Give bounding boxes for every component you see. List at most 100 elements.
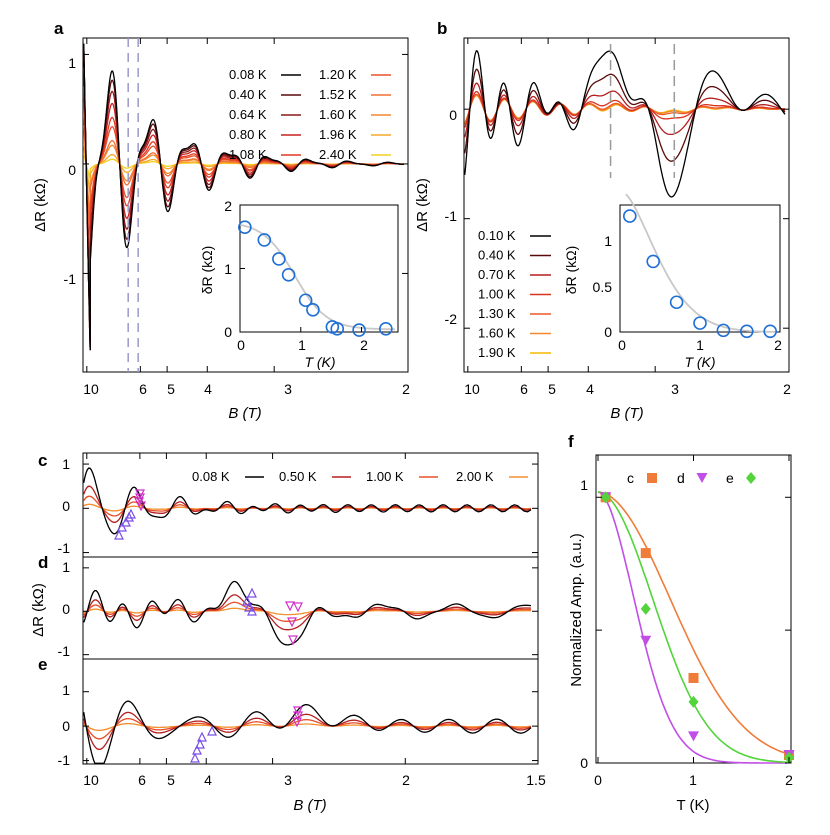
panel-f-frame <box>595 454 792 764</box>
b-ytick-neg1: -1 <box>445 208 458 224</box>
b-series-line-070K <box>464 82 786 138</box>
d-ytick-0: 0 <box>62 601 70 617</box>
panel-cde-legend: 0.08 K 0.50 K 1.00 K 2.00 K <box>192 469 528 484</box>
e-marker-up-0 <box>190 752 200 763</box>
e-ytick-0: 0 <box>62 718 70 734</box>
b-series-line-130K <box>464 93 786 125</box>
f-fit-line-c <box>597 491 788 755</box>
b-legend-label-0: 0.10 K <box>478 228 516 243</box>
panel-a-inset: 2 1 0 0 1 2 T (K) δR (kΩ) <box>199 198 399 370</box>
b-xtick-6: 6 <box>520 381 528 397</box>
c-ytick-neg1: -1 <box>58 540 71 556</box>
cde-ylabel: ΔR (kΩ) <box>30 583 47 637</box>
a-inset-frame <box>239 204 399 333</box>
b-series-line-040K <box>464 68 786 162</box>
a-inset-ytick-0: 0 <box>224 324 232 340</box>
a-xlabel: B (T) <box>228 405 261 422</box>
panel-letter-f: f <box>568 432 574 451</box>
panel-b-inset: 1 0.5 0 0 1 2 T (K) δR (kΩ) <box>563 193 782 370</box>
a-inset-point-3 <box>281 268 296 282</box>
b-inset-frame <box>619 204 781 333</box>
c-ytick-0: 0 <box>62 498 70 514</box>
f-fit-line-e <box>597 491 788 764</box>
e-series-line-050K <box>83 711 532 751</box>
f-xlabel: T (K) <box>676 797 709 814</box>
c-series-line-100K <box>83 495 532 517</box>
b-xtick-3: 3 <box>671 381 679 397</box>
b-ytick-0: 0 <box>449 107 457 123</box>
c-marker-up-0 <box>114 529 124 540</box>
a-xtick-5: 5 <box>167 381 175 397</box>
b-inset-ytick-0: 0 <box>604 324 612 340</box>
b-inset-xtick-0: 0 <box>618 337 626 353</box>
e-marker-down-2 <box>292 717 302 728</box>
f-fit-line-d <box>597 491 788 764</box>
f-point-d-1 <box>640 635 652 646</box>
b-series-line-100K <box>464 90 786 128</box>
a-xtick-2: 2 <box>402 381 410 397</box>
panel-letter-e: e <box>38 655 47 674</box>
b-inset-point-3 <box>693 316 707 330</box>
a-inset-point-2 <box>272 252 286 266</box>
b-xtick-4: 4 <box>586 381 594 397</box>
b-inset-point-4 <box>716 323 731 338</box>
f-legend-marker-c <box>647 473 657 483</box>
a-inset-point-9 <box>379 322 393 336</box>
b-inset-ytick-1: 1 <box>604 233 612 249</box>
b-legend-label-5: 1.60 K <box>478 326 516 341</box>
c-marker-up-2 <box>121 516 131 527</box>
c-ytick-1: 1 <box>62 456 70 472</box>
a-legend-label-3: 1.52 K <box>319 87 357 102</box>
panel-letter-b: b <box>437 19 447 38</box>
panel-letter-d: d <box>38 553 48 572</box>
b-legend-label-6: 1.90 K <box>478 345 516 360</box>
b-inset-fit-line <box>625 193 776 333</box>
f-ytick-1: 1 <box>580 477 588 493</box>
cde-xtick-10: 10 <box>83 772 99 788</box>
b-inset-xlabel: T (K) <box>684 354 715 370</box>
a-inset-point-0 <box>238 220 252 235</box>
f-legend-label-e: e <box>726 470 734 486</box>
f-xtick-1: 1 <box>689 772 697 788</box>
d-marker-down-0 <box>285 601 295 612</box>
f-point-e-1 <box>640 602 651 615</box>
a-inset-plot <box>238 204 396 337</box>
panel-a-dashed-lines <box>127 38 139 372</box>
cde-legend-label-2: 1.00 K <box>366 469 404 484</box>
panel-a-ticks <box>83 38 409 372</box>
f-legend-label-d: d <box>677 470 685 486</box>
cde-xtick-1-5: 1.5 <box>526 772 546 788</box>
panel-b-curves <box>464 50 786 198</box>
a-inset-point-5 <box>306 302 320 317</box>
c-series-line-050K <box>83 485 532 523</box>
a-inset-ytick-1: 1 <box>224 261 232 277</box>
panel-d-curves <box>83 580 532 646</box>
f-legend-marker-d <box>696 473 708 483</box>
b-xtick-10: 10 <box>464 381 480 397</box>
f-xtick-0: 0 <box>594 772 602 788</box>
a-legend-label-9: 2.40 K <box>319 147 357 162</box>
b-inset-point-5 <box>739 324 754 339</box>
panel-a-curves <box>83 43 405 351</box>
c-marker-up-4 <box>126 508 136 519</box>
a-ytick-1: 1 <box>68 55 76 71</box>
panel-e-curves <box>83 700 532 764</box>
e-marker-down-1 <box>293 711 303 722</box>
f-point-d-2 <box>688 731 699 742</box>
cde-xtick-4: 4 <box>204 772 212 788</box>
d-series-line-200K <box>83 607 531 616</box>
f-point-e-2 <box>688 695 699 708</box>
d-marker-down-2 <box>287 617 297 628</box>
b-inset-ylabel: δR (kΩ) <box>563 246 579 295</box>
panel-a-legend: 0.08 K 1.20 K 0.40 K 1.52 K 0.64 K 1.60 K 0.80… <box>229 67 391 162</box>
panel-a-frame <box>82 37 409 373</box>
f-point-c-1 <box>640 548 651 559</box>
panel-letter-c: c <box>38 451 47 470</box>
c-marker-down-3 <box>136 501 146 512</box>
d-marker-down-1 <box>293 602 303 613</box>
cde-legend-label-0: 0.08 K <box>192 469 230 484</box>
f-ylabel: Normalized Amp. (a.u.) <box>568 533 585 686</box>
b-xtick-2: 2 <box>783 381 791 397</box>
a-legend-label-8: 1.08 K <box>229 147 267 162</box>
panel-b-dashed-lines <box>609 44 676 178</box>
